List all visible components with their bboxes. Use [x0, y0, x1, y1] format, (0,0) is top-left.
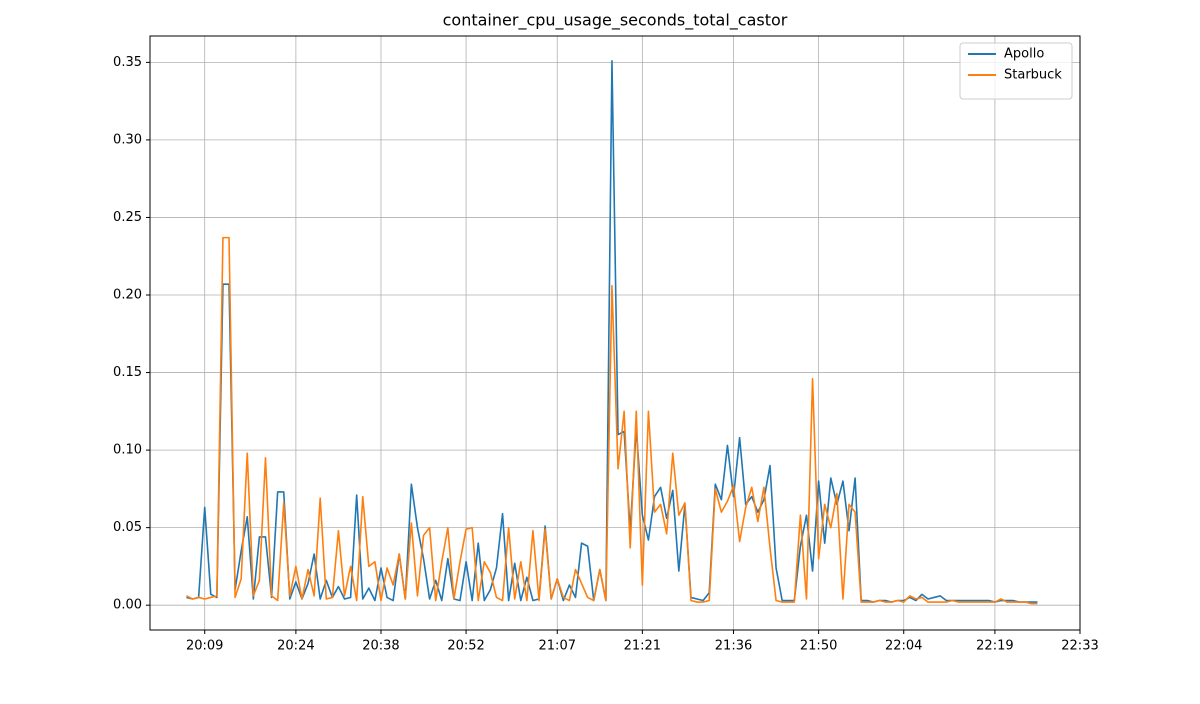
- legend-label: Apollo: [1004, 47, 1044, 62]
- y-tick-label: 0.10: [113, 443, 142, 458]
- x-tick-label: 22:33: [1061, 639, 1098, 654]
- y-tick-label: 0.15: [113, 365, 142, 380]
- x-tick-label: 20:24: [277, 639, 314, 654]
- series-line: [186, 60, 1038, 603]
- y-tick-label: 0.20: [113, 288, 142, 303]
- x-tick-label: 22:19: [976, 639, 1013, 654]
- x-tick-label: 20:52: [447, 639, 484, 654]
- x-tick-label: 22:04: [885, 639, 922, 654]
- legend-box: [959, 42, 1073, 100]
- x-tick-label: 21:07: [539, 639, 576, 654]
- x-tick-label: 20:38: [362, 639, 399, 654]
- series-line: [186, 236, 1038, 605]
- x-tick-label: 21:50: [800, 639, 837, 654]
- y-tick-label: 0.30: [113, 132, 142, 147]
- axes-frame: [149, 35, 1081, 631]
- legend: Apollo Starbuck: [959, 42, 1073, 100]
- y-tick-label: 0.35: [113, 55, 142, 70]
- x-tick-label: 20:09: [186, 639, 223, 654]
- chart-title: container_cpu_usage_seconds_total_castor: [443, 11, 788, 31]
- x-tick-label: 21:36: [715, 639, 752, 654]
- y-tick-label: 0.05: [113, 520, 142, 535]
- legend-label: Starbuck: [1004, 68, 1062, 83]
- x-tick-label: 21:21: [624, 639, 661, 654]
- y-tick-label: 0.25: [113, 210, 142, 225]
- y-tick-label: 0.00: [113, 598, 142, 613]
